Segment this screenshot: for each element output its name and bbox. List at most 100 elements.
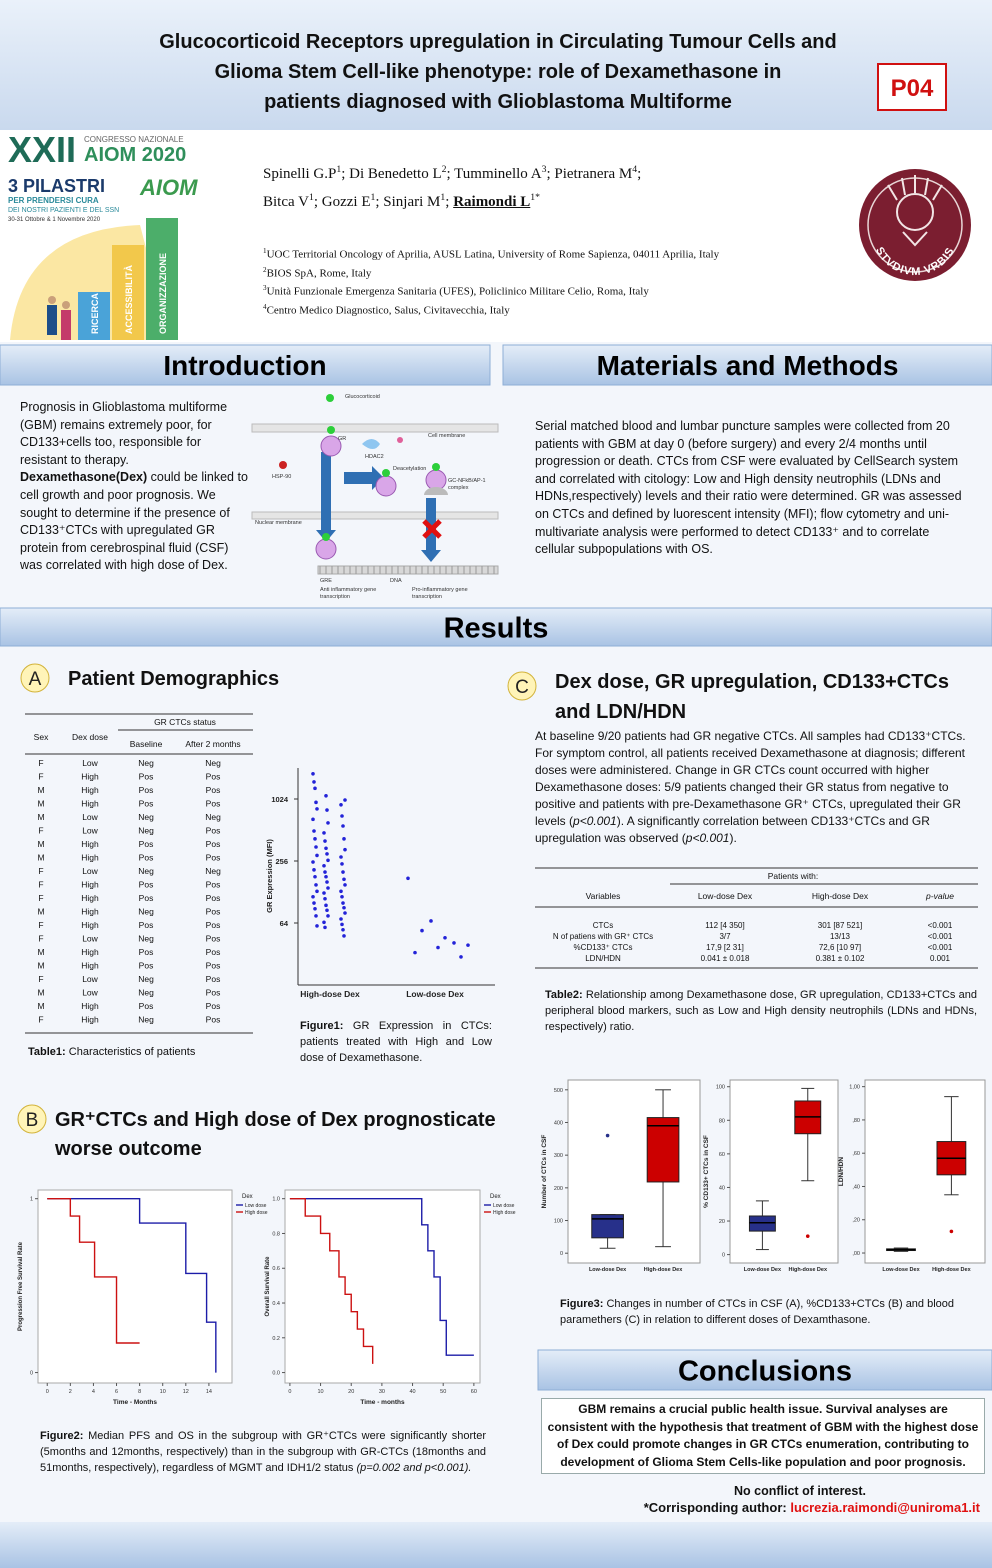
table-cell: Neg bbox=[205, 812, 221, 822]
x-tick-label: 60 bbox=[471, 1389, 477, 1395]
y-tick-label: 1.0 bbox=[272, 1197, 280, 1203]
section-letter: A bbox=[29, 669, 42, 690]
table-column-header: Variables bbox=[586, 891, 621, 901]
table-cell: Neg bbox=[138, 758, 154, 768]
author-name: Tumminello A bbox=[454, 166, 542, 182]
affiliation-number: 2 bbox=[263, 265, 267, 274]
affiliation-text: Centro Medico Diagnostico, Salus, Civita… bbox=[266, 304, 510, 317]
point bbox=[341, 870, 345, 874]
diagram-label: complex bbox=[448, 485, 469, 491]
glucocorticoid bbox=[327, 426, 335, 434]
table-cell: Pos bbox=[206, 799, 221, 809]
legend-label: High dose bbox=[245, 1210, 268, 1216]
diagram-label: transcription bbox=[412, 594, 442, 600]
seal bbox=[859, 169, 971, 281]
author-separator: ; bbox=[445, 194, 454, 210]
x-tick-label: 10 bbox=[160, 1389, 166, 1395]
email: lucrezia.raimondi@uniroma1.it bbox=[790, 1500, 980, 1515]
table-column-header: Dex dose bbox=[72, 732, 108, 742]
point bbox=[342, 877, 346, 882]
table-cell: F bbox=[38, 920, 43, 930]
subsection-title: and LDN/HDN bbox=[555, 701, 686, 723]
legend-title: Dex bbox=[490, 1194, 501, 1200]
table-cell: <0.001 bbox=[928, 943, 953, 952]
section-c-text: At baseline 9/20 patients had GR negativ… bbox=[535, 728, 981, 847]
diagram-label: Glucocorticoid bbox=[345, 394, 380, 400]
y-tick-label: 0 bbox=[30, 1371, 33, 1377]
point bbox=[341, 901, 345, 905]
author-affiliation: 2 bbox=[441, 164, 447, 175]
point bbox=[343, 911, 347, 915]
diagram-label: HSP-90 bbox=[272, 474, 291, 480]
y-tick-label: 64 bbox=[280, 919, 289, 928]
table-cell: Neg bbox=[138, 812, 154, 822]
x-tick-label: Low-dose Dex bbox=[882, 1267, 920, 1273]
point bbox=[452, 941, 456, 945]
caption-text: Changes in number of CTCs in CSF (A), %C… bbox=[560, 1298, 955, 1326]
y-tick-label: 0.8 bbox=[272, 1231, 280, 1237]
table-cell: High bbox=[81, 772, 99, 782]
point bbox=[312, 829, 316, 833]
point bbox=[325, 852, 329, 856]
table-cell: Pos bbox=[206, 785, 221, 795]
x-tick-label: 40 bbox=[409, 1389, 415, 1395]
section-heading: Conclusions bbox=[678, 1355, 852, 1387]
x-tick-label: 8 bbox=[138, 1389, 141, 1395]
table-cell: 0.041 ± 0.018 bbox=[701, 954, 750, 963]
author-separator: ; bbox=[313, 194, 322, 210]
table-cell: F bbox=[38, 880, 43, 890]
y-tick-label: 0 bbox=[560, 1251, 563, 1257]
diagram-label: Pro-inflammatory gene bbox=[412, 587, 468, 593]
y-axis-label: Progression Free Survival Rate bbox=[18, 1241, 24, 1331]
author-name: Spinelli G.P bbox=[263, 166, 337, 182]
affiliations: 1UOC Territorial Oncology of Aprilia, AU… bbox=[263, 244, 843, 319]
section-letter: C bbox=[515, 677, 529, 698]
legend-label: Low dose bbox=[493, 1203, 515, 1209]
table-cell: Pos bbox=[206, 1015, 221, 1025]
text-run: p<0.001 bbox=[573, 814, 617, 828]
point bbox=[326, 886, 330, 890]
author-name: Sinjari M bbox=[383, 194, 441, 210]
table-cell: LDN/HDN bbox=[585, 954, 621, 963]
point bbox=[322, 891, 326, 895]
figure-caption: Figure3: Changes in number of CTCs in CS… bbox=[560, 1296, 980, 1328]
table-cell: High bbox=[81, 961, 99, 971]
table-cell: Pos bbox=[139, 947, 154, 957]
point bbox=[429, 919, 433, 923]
table-cell: Pos bbox=[206, 826, 221, 836]
point bbox=[313, 906, 317, 911]
table-cell: M bbox=[37, 812, 44, 822]
point bbox=[325, 908, 329, 913]
table-cell: Pos bbox=[206, 893, 221, 903]
poster-code: P04 bbox=[891, 75, 934, 102]
point bbox=[314, 800, 318, 805]
point bbox=[315, 889, 319, 894]
table-cell: Neg bbox=[138, 1015, 154, 1025]
box bbox=[591, 1214, 624, 1239]
caption-text: GR Expression in CTCs: patients treated … bbox=[300, 1020, 492, 1064]
caption-label: Figure1: bbox=[300, 1020, 344, 1032]
x-tick-label: 50 bbox=[440, 1389, 446, 1395]
x-axis-label: Time - months bbox=[360, 1399, 405, 1406]
table-cell: Pos bbox=[139, 880, 154, 890]
section-letter: B bbox=[26, 1110, 39, 1131]
point bbox=[326, 914, 330, 918]
affiliation-number: 1 bbox=[263, 247, 267, 255]
point bbox=[466, 943, 470, 947]
arrow bbox=[344, 466, 384, 490]
x-tick-label: 20 bbox=[348, 1389, 354, 1395]
point bbox=[313, 786, 317, 791]
affiliation: 2BIOS SpA, Rome, Italy bbox=[263, 263, 843, 282]
text-run: could be linked to cell growth and poor … bbox=[20, 470, 248, 573]
table-cell: High bbox=[81, 920, 99, 930]
point bbox=[311, 894, 315, 899]
point bbox=[322, 920, 326, 925]
text-run: At baseline 9/20 patients had GR negativ… bbox=[535, 729, 966, 828]
logo-pillar bbox=[146, 218, 178, 340]
point bbox=[323, 925, 327, 930]
table-cell: M bbox=[37, 907, 44, 917]
y-axis-label: % CD133+ CTCs in CSF bbox=[703, 1135, 710, 1208]
table-cell: F bbox=[38, 974, 43, 984]
table-cell: High bbox=[81, 799, 99, 809]
